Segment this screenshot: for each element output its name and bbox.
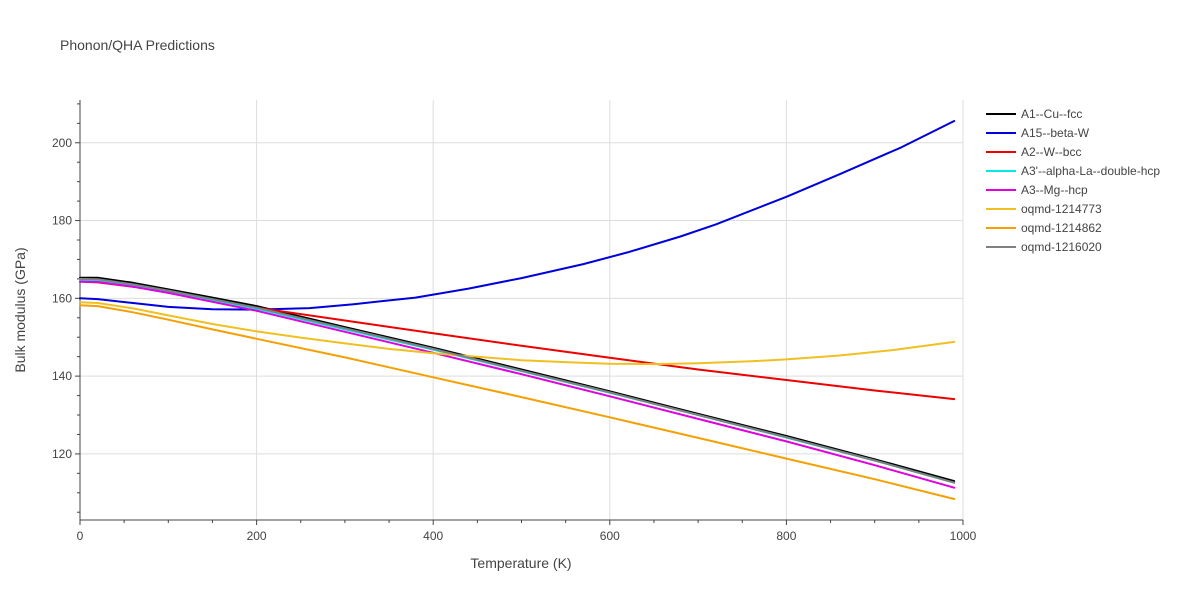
legend-item[interactable]: A2--W--bcc bbox=[986, 145, 1081, 159]
x-tick-label: 200 bbox=[247, 529, 267, 543]
x-tick-label: 1000 bbox=[950, 529, 977, 543]
y-tick-label: 140 bbox=[52, 369, 72, 383]
x-axis-title: Temperature (K) bbox=[470, 555, 571, 571]
series-line-4 bbox=[79, 280, 956, 489]
x-tick-label: 0 bbox=[77, 529, 84, 543]
grid-lines bbox=[80, 100, 964, 520]
legend-item[interactable]: oqmd-1216020 bbox=[986, 240, 1102, 254]
x-tick-label: 400 bbox=[423, 529, 443, 543]
legend-item[interactable]: oqmd-1214773 bbox=[986, 202, 1102, 216]
series-line-1 bbox=[79, 120, 956, 311]
legend-label: A3--Mg--hcp bbox=[1021, 183, 1088, 197]
y-tick-label: 120 bbox=[52, 447, 72, 461]
y-tick-labels: 120 140 160 180 200 bbox=[52, 136, 72, 461]
series-line-7 bbox=[79, 277, 956, 484]
legend-label: oqmd-1214862 bbox=[1021, 221, 1102, 235]
chart-title: Phonon/QHA Predictions bbox=[60, 37, 215, 53]
y-tick-label: 160 bbox=[52, 291, 72, 305]
legend-item[interactable]: A1--Cu--fcc bbox=[986, 107, 1082, 121]
x-tick-labels: 0 200 400 600 800 1000 bbox=[77, 529, 977, 543]
legend-label: A2--W--bcc bbox=[1021, 145, 1081, 159]
legend-item[interactable]: oqmd-1214862 bbox=[986, 221, 1102, 235]
legend-label: A15--beta-W bbox=[1021, 126, 1090, 140]
y-tick-label: 200 bbox=[52, 136, 72, 150]
legend-item[interactable]: A3--Mg--hcp bbox=[986, 183, 1088, 197]
x-tick-label: 800 bbox=[776, 529, 796, 543]
legend-item[interactable]: A3'--alpha-La--double-hcp bbox=[986, 164, 1160, 178]
series-line-0 bbox=[79, 276, 956, 483]
y-tick-label: 180 bbox=[52, 214, 72, 228]
legend-label: oqmd-1214773 bbox=[1021, 202, 1102, 216]
legend-label: A1--Cu--fcc bbox=[1021, 107, 1082, 121]
x-tick-label: 600 bbox=[600, 529, 620, 543]
plot-series bbox=[79, 120, 956, 500]
legend-label: oqmd-1216020 bbox=[1021, 240, 1102, 254]
legend-label: A3'--alpha-La--double-hcp bbox=[1021, 164, 1160, 178]
legend-item[interactable]: A15--beta-W bbox=[986, 126, 1090, 140]
legend[interactable]: A1--Cu--fcc A15--beta-W A2--W--bcc A3'--alp… bbox=[986, 107, 1160, 254]
series-line-6 bbox=[79, 304, 956, 500]
y-axis-title: Bulk modulus (GPa) bbox=[12, 247, 28, 372]
axes bbox=[75, 100, 964, 525]
series-line-5 bbox=[79, 301, 956, 366]
